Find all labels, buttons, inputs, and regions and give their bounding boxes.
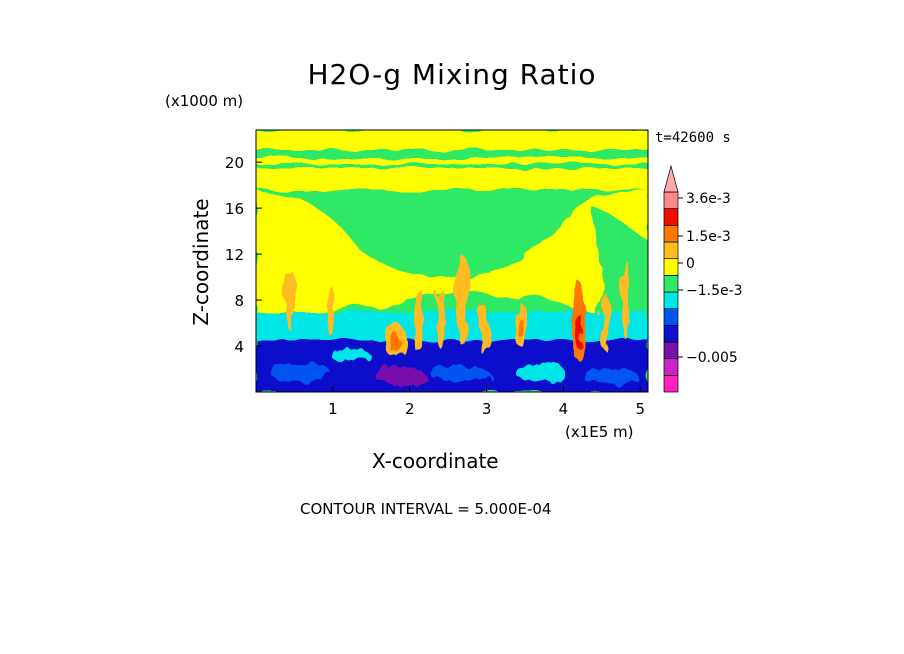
plume (518, 318, 524, 338)
low-patch (375, 367, 425, 385)
yellow-cap (256, 190, 648, 320)
x-tick-label: 1 (328, 400, 338, 418)
low-patch (270, 362, 330, 382)
contour-interval-text: CONTOUR INTERVAL = 5.000E-04 (300, 500, 552, 518)
colorbar-label: −0.005 (686, 350, 738, 366)
colorbar-label: 1.5e-3 (686, 229, 731, 245)
plume (286, 270, 294, 330)
plume-group (270, 255, 638, 385)
low-patch (515, 362, 565, 382)
colorbar-label: −1.5e-3 (686, 283, 743, 299)
colorbar-swatch (663, 291, 679, 310)
colorbar-swatch (663, 308, 679, 326)
upper-yellow-band (256, 130, 648, 164)
colorbar-extend-arrow (663, 164, 679, 193)
x-axis-label: X-coordinate (372, 449, 499, 473)
y-tick-label: 4 (234, 338, 244, 356)
y-tick-label: 8 (234, 292, 244, 310)
colorbar-swatch (663, 358, 679, 376)
mixing-ratio-field (256, 130, 648, 392)
plume (622, 260, 630, 340)
y-tick-label: 20 (225, 154, 244, 172)
low-patch (430, 366, 490, 382)
y-ticks: 4 8 12 16 20 (225, 154, 262, 356)
plot-frame (255, 129, 649, 393)
colorbar-label: 3.6e-3 (686, 191, 731, 207)
x-tick-label: 5 (636, 400, 646, 418)
plume (325, 285, 335, 335)
colorbar-swatch (663, 341, 679, 360)
plume (479, 305, 489, 355)
x-tick-label: 2 (405, 400, 415, 418)
y-units-label: (x1000 m) (165, 92, 244, 110)
colorbar-swatch (663, 258, 679, 276)
x-units-label: (x1E5 m) (565, 423, 634, 441)
low-patch (330, 349, 370, 361)
colorbar: 3.6e-3 1.5e-3 0 −1.5e-3 −0.005 (663, 164, 743, 393)
colorbar-swatch (663, 224, 679, 243)
cyan-band (256, 312, 648, 342)
colorbar-swatch (663, 208, 679, 226)
x-tick-label: 3 (482, 400, 492, 418)
colorbar-swatch (663, 274, 679, 293)
x-tick-label: 4 (559, 400, 569, 418)
green-right-lobe (590, 205, 648, 310)
low-patch (582, 368, 638, 384)
plume (435, 288, 445, 348)
plume (575, 312, 581, 348)
colorbar-swatch (663, 324, 679, 343)
colorbar-swatch (663, 374, 679, 393)
y-tick-label: 12 (225, 246, 244, 264)
colorbar-swatch (663, 191, 679, 210)
y-tick-label: 16 (225, 200, 244, 218)
upper-green-stripe (256, 150, 648, 158)
upper-yellow-band-2 (256, 168, 648, 190)
time-label: t=42600 s (655, 130, 731, 146)
colorbar-label: 0 (686, 256, 695, 272)
chart-title: H2O-g Mixing Ratio (307, 58, 597, 91)
colorbar-swatch (663, 241, 679, 260)
plume (413, 288, 423, 352)
x-ticks: 1 2 3 4 5 (328, 386, 645, 418)
yellow-left-lobe (256, 190, 330, 300)
plume (456, 255, 468, 345)
plume (390, 333, 400, 353)
plume (601, 294, 609, 350)
